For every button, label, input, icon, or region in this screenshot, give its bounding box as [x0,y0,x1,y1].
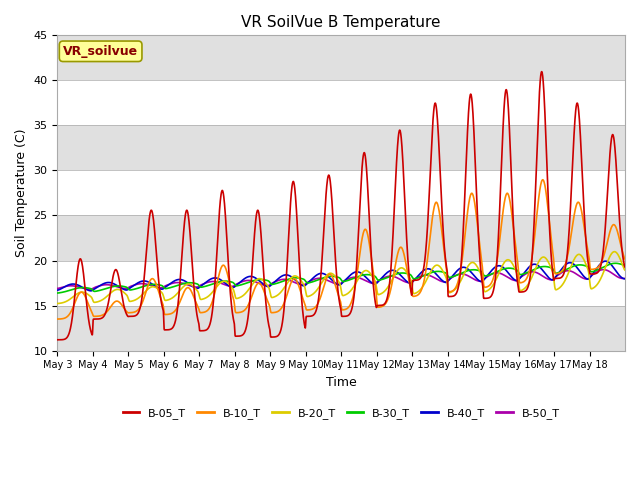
Y-axis label: Soil Temperature (C): Soil Temperature (C) [15,129,28,257]
Bar [58,261,625,306]
X-axis label: Time: Time [326,376,356,389]
Bar [58,170,625,216]
Title: VR SoilVue B Temperature: VR SoilVue B Temperature [241,15,441,30]
Text: VR_soilvue: VR_soilvue [63,45,138,58]
Legend: B-05_T, B-10_T, B-20_T, B-30_T, B-40_T, B-50_T: B-05_T, B-10_T, B-20_T, B-30_T, B-40_T, … [118,404,564,423]
Bar [58,80,625,125]
